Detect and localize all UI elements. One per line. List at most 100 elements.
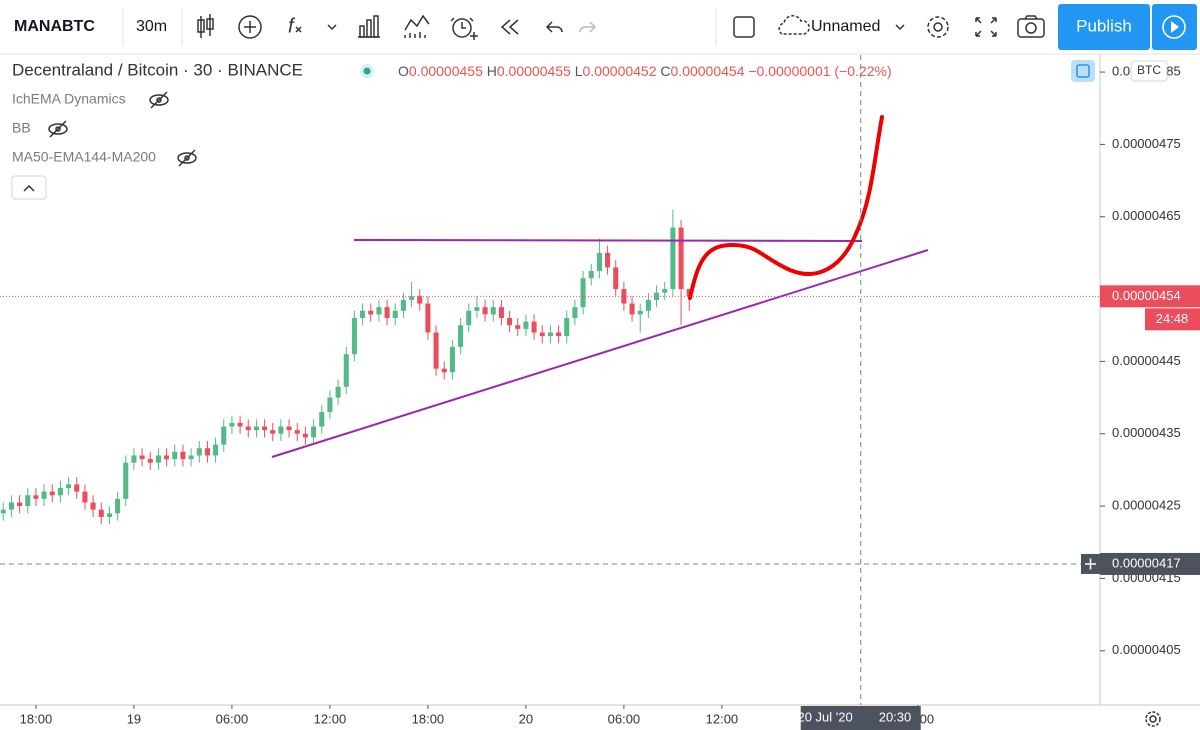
candle-body: [74, 484, 80, 492]
x-tick-label: 19: [127, 711, 141, 726]
fullscreen-icon[interactable]: [975, 17, 997, 37]
freehand-projection[interactable]: [688, 115, 884, 300]
candle-body: [311, 426, 317, 438]
candle-body: [482, 307, 488, 315]
candle-body: [196, 448, 202, 456]
candle-body: [645, 299, 651, 311]
hidden-eye-icon[interactable]: [149, 91, 169, 109]
candle-body: [262, 426, 268, 431]
y-tick-label: 0.00000445: [1112, 353, 1181, 368]
candle-body: [221, 426, 227, 445]
play-triangle: [1171, 21, 1179, 33]
crosshair-time-badge: [800, 706, 921, 730]
candle-body: [57, 487, 63, 496]
candle-body: [596, 252, 602, 271]
ohlc-key: O: [398, 63, 409, 79]
candle-body: [629, 303, 635, 315]
candle-body: [302, 433, 308, 438]
snapshot-icon[interactable]: [1017, 15, 1045, 38]
candle-body: [605, 252, 611, 268]
candles-icon[interactable]: [197, 14, 214, 38]
candle-body: [613, 267, 619, 290]
settings-gear[interactable]: [1145, 711, 1161, 727]
indicator-name[interactable]: BB: [12, 120, 31, 136]
chevron-up: [23, 184, 35, 192]
hidden-eye-icon[interactable]: [48, 120, 68, 138]
candle-body: [123, 462, 129, 499]
countdown-label: 24:48: [1156, 311, 1189, 326]
last-price-badge: [1100, 285, 1200, 308]
overlay: 0.00000454 24:48 0.00000417 20 Jul '20 20:30…: [0, 55, 1200, 730]
candle-body: [670, 227, 676, 290]
y-tick-label: 0.00000425: [1112, 498, 1181, 513]
alert-icon[interactable]: [450, 17, 478, 40]
indicators-icon-x: [295, 26, 302, 33]
indicator-name[interactable]: IchEMA Dynamics: [12, 91, 126, 107]
candle-body: [654, 292, 660, 300]
candle-body: [155, 455, 161, 463]
x-tick-label: 06:00: [216, 711, 249, 726]
crosshair-time-label: 20:30: [879, 709, 912, 724]
candle-body: [580, 278, 586, 308]
collapse-button[interactable]: [11, 175, 47, 200]
candle-body: [253, 426, 259, 431]
candle-body: [25, 495, 31, 507]
symbol[interactable]: MANABTC: [14, 18, 95, 35]
indicators-icon[interactable]: f: [288, 15, 296, 37]
undo-icon[interactable]: [545, 21, 563, 33]
ohlc-value: 0.00000452: [583, 63, 657, 79]
x-tick-label: 12:00: [706, 711, 739, 726]
play-icon: [1162, 15, 1186, 39]
candle-body: [556, 332, 562, 337]
toolbar: MANABTC 30m f Unnamed Publish: [0, 0, 1200, 55]
scale-mode-button[interactable]: [1071, 60, 1095, 82]
interval[interactable]: 30m: [136, 18, 167, 35]
fullscreen-toggle[interactable]: [733, 16, 755, 38]
financials-icon[interactable]: [358, 15, 380, 38]
crosshair-price-badge: [1100, 552, 1200, 575]
dropdown[interactable]: [895, 24, 905, 31]
scale-mode-icon: [1076, 64, 1090, 78]
currency-label: BTC: [1137, 63, 1161, 77]
candle-body: [335, 386, 341, 398]
ideas-icon[interactable]: [404, 14, 430, 38]
support-trendline[interactable]: [271, 249, 929, 458]
candle-body: [539, 332, 545, 337]
hidden-eye-icon[interactable]: [177, 149, 197, 167]
change: −0.00000001 (−0.22%): [748, 63, 891, 79]
candle-body: [204, 448, 210, 456]
candle-body: [449, 346, 455, 373]
resistance-line[interactable]: [353, 239, 863, 242]
candle-body: [33, 495, 39, 499]
crosshair-date-label: 20 Jul '20: [797, 709, 852, 724]
dropdown[interactable]: [327, 24, 337, 31]
candle-body: [531, 321, 537, 333]
y-tick-label: 0.00000405: [1112, 642, 1181, 657]
settings-icon[interactable]: [927, 16, 949, 38]
ohlc-value: 0.00000455: [409, 63, 483, 79]
candle-body: [441, 368, 447, 373]
publish-button[interactable]: [1058, 4, 1150, 50]
layout-name[interactable]: Unnamed: [811, 18, 880, 35]
candle-body: [131, 455, 137, 463]
candle-body: [139, 455, 145, 460]
candle-body: [172, 451, 178, 460]
candle-body: [384, 307, 390, 319]
indicator-name[interactable]: MA50-EMA144-MA200: [12, 149, 156, 165]
candle-body: [466, 310, 472, 326]
redo-icon[interactable]: [579, 21, 597, 33]
toolbar-bg: [0, 0, 1200, 54]
plus-icon: [1085, 558, 1096, 570]
y-tick-label: 0.00000465: [1112, 208, 1181, 223]
ohlc-key: L: [575, 63, 583, 79]
candle-body: [41, 491, 47, 499]
candle-body: [8, 502, 14, 510]
candle-body: [621, 289, 627, 304]
ohlc-value: 0.00000455: [497, 63, 571, 79]
x-tick-label: 06:00: [608, 711, 641, 726]
compare-icon[interactable]: [238, 15, 262, 39]
candle-body: [188, 455, 194, 460]
candle-body: [115, 498, 121, 514]
candle-body: [66, 484, 72, 488]
replay-icon[interactable]: [500, 19, 519, 35]
